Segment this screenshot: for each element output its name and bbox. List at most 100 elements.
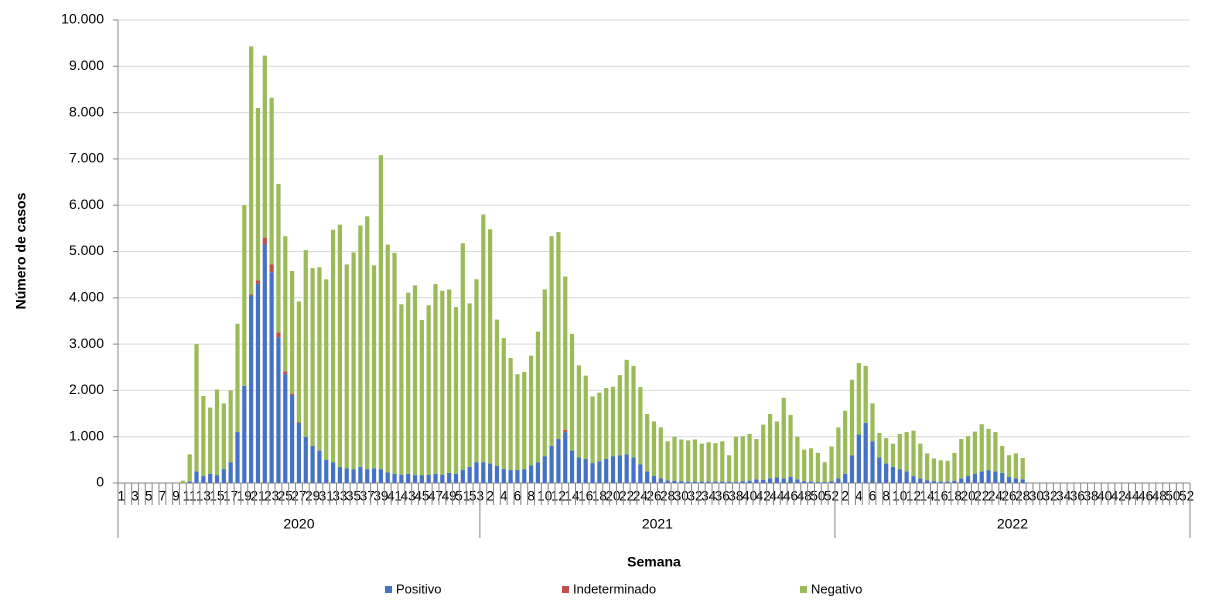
bar-segment [494,465,500,483]
bar-segment [317,267,322,451]
bar-segment [324,279,329,460]
bar-segment [1000,472,1005,483]
bar-segment [528,465,534,483]
bar-segment [255,283,261,483]
bar-segment [781,478,786,483]
bar-segment [952,452,957,481]
y-tick-label: 9.000 [69,57,104,73]
y-tick-label: 7.000 [69,150,104,166]
bar-segment [296,301,302,422]
bar-segment [344,468,349,483]
bar-segment [1020,479,1025,483]
bar-segment [672,436,677,481]
bar-segment [815,452,820,483]
bar-segment [829,481,834,483]
bar-segment [1006,455,1012,477]
bar-segment [788,414,793,477]
bar-segment [576,457,581,483]
bar-segment [767,414,773,479]
bar-segment [440,290,445,475]
bar-segment [965,436,971,477]
bar-segment [201,476,206,483]
bar-segment [631,365,636,458]
bar-segment [761,424,766,480]
bar-segment [317,450,322,483]
bar-segment [563,276,568,430]
bar-segment [556,439,561,483]
y-axis-title: Número de casos [13,192,29,309]
bar-segment [242,205,247,386]
bar-segment [324,459,329,483]
bar-segment [385,472,390,483]
bar-segment [829,446,834,482]
bar-segment [645,471,650,483]
bar-segment [863,365,868,423]
bar-segment [249,46,254,295]
bar-segment [583,458,588,483]
bar-segment [269,264,274,273]
bar-segment [740,481,745,483]
x-tick-label: 8 [882,489,890,504]
bar-segment [706,442,711,482]
bar-segment [576,365,581,458]
bar-segment [679,439,684,482]
bar-segment [201,395,206,477]
bar-segment [822,462,827,483]
legend-swatch [800,586,807,593]
bar-segment [344,264,349,469]
bar-segment [788,476,793,483]
bar-segment [624,454,629,483]
bar-segment [358,225,363,467]
bar-segment [638,387,643,465]
group-label: 2022 [997,516,1028,532]
bar-segment [187,481,192,483]
bar-segment [453,473,459,483]
bar-segment [972,473,978,483]
x-tick-label: 4 [500,489,508,504]
bar-segment [296,422,302,483]
bar-segment [358,466,363,483]
bar-segment [665,480,670,483]
y-tick-label: 4.000 [69,289,104,305]
bar-segment [815,482,820,483]
bar-segment [392,252,397,474]
bar-segment [706,481,711,483]
bar-segment [474,279,479,463]
x-axis-title: Semana [627,554,681,570]
bar-segment [713,481,718,483]
x-tick-label: 2 [841,489,849,504]
bar-segment [433,283,438,474]
y-tick-label: 2.000 [69,381,104,397]
bar-segment [808,481,814,483]
bar-segment [679,481,684,483]
bar-segment [631,457,636,483]
bar-segment [515,470,520,483]
bar-segment [925,453,930,481]
bar-segment [303,436,308,483]
bar-segment [952,480,957,483]
bar-segment [262,55,267,238]
y-tick-label: 6.000 [69,196,104,212]
bar-segment [774,421,780,478]
bar-segment [290,270,295,394]
bar-segment [692,439,698,482]
bar-segment [276,183,281,333]
bar-segment [460,243,465,471]
bar-segment [399,474,404,483]
bar-segment [187,454,192,482]
bar-segment [877,432,882,458]
x-tick-label: 3 [131,489,139,504]
bar-segment [597,392,602,462]
bar-segment [392,473,397,483]
bar-segment [563,429,568,433]
bar-segment [727,455,732,482]
bar-segment [931,458,937,482]
x-tick-label: 11 [183,489,197,504]
legend-swatch [562,586,569,593]
bar-segment [528,355,534,466]
bar-segment [604,388,609,459]
bar-segment [870,403,875,442]
bar-segment [330,462,336,483]
bar-segment [904,432,909,472]
bar-segment [433,473,438,483]
